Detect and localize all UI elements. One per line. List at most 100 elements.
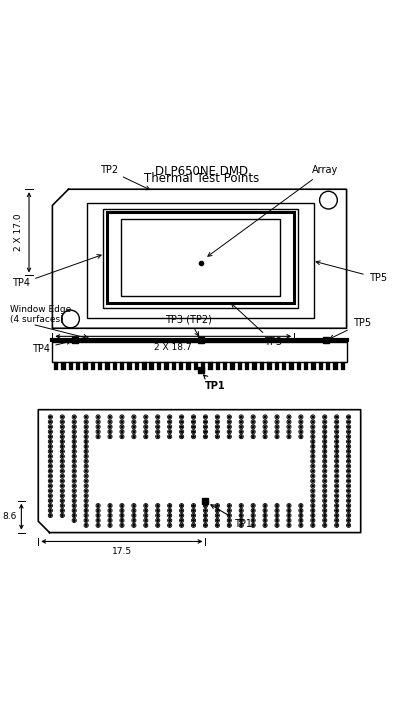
Circle shape <box>50 510 51 511</box>
Circle shape <box>300 421 302 423</box>
Circle shape <box>229 515 230 516</box>
Circle shape <box>50 485 51 487</box>
Bar <box>83 361 88 370</box>
Circle shape <box>157 524 159 526</box>
Circle shape <box>205 416 206 418</box>
Circle shape <box>193 416 194 418</box>
Circle shape <box>50 480 51 482</box>
Bar <box>113 361 117 370</box>
Circle shape <box>324 495 326 497</box>
Circle shape <box>312 416 314 418</box>
Circle shape <box>216 520 218 521</box>
Circle shape <box>264 416 266 418</box>
Circle shape <box>312 500 314 502</box>
Bar <box>142 361 147 370</box>
Circle shape <box>336 495 338 497</box>
Circle shape <box>61 431 63 432</box>
Bar <box>193 361 198 370</box>
Circle shape <box>229 431 230 432</box>
Circle shape <box>288 515 290 516</box>
Circle shape <box>85 490 87 492</box>
Circle shape <box>324 431 326 432</box>
Circle shape <box>157 421 159 423</box>
Circle shape <box>312 465 314 467</box>
Circle shape <box>193 524 194 526</box>
Circle shape <box>109 505 111 506</box>
Circle shape <box>109 421 111 423</box>
Circle shape <box>85 495 87 497</box>
Circle shape <box>145 505 147 506</box>
Circle shape <box>348 421 349 423</box>
Circle shape <box>133 421 135 423</box>
Circle shape <box>133 416 135 418</box>
Circle shape <box>336 446 338 447</box>
Circle shape <box>348 480 349 482</box>
Circle shape <box>312 441 314 442</box>
Circle shape <box>336 470 338 472</box>
Circle shape <box>229 524 230 526</box>
Circle shape <box>121 505 123 506</box>
Bar <box>87 204 314 318</box>
Circle shape <box>300 524 302 526</box>
Circle shape <box>73 426 75 427</box>
Circle shape <box>216 421 218 423</box>
Circle shape <box>169 505 170 506</box>
Circle shape <box>348 416 349 418</box>
Circle shape <box>348 524 349 526</box>
Circle shape <box>276 431 278 432</box>
Circle shape <box>85 510 87 511</box>
Circle shape <box>145 431 147 432</box>
Circle shape <box>264 431 266 432</box>
Circle shape <box>288 510 290 511</box>
Circle shape <box>50 446 51 447</box>
Circle shape <box>50 436 51 437</box>
Circle shape <box>348 495 349 497</box>
Circle shape <box>121 416 123 418</box>
Text: TP4: TP4 <box>32 341 71 353</box>
Circle shape <box>181 436 183 437</box>
Circle shape <box>276 505 278 506</box>
Circle shape <box>121 436 123 437</box>
Circle shape <box>288 524 290 526</box>
Circle shape <box>97 436 99 437</box>
Circle shape <box>336 490 338 492</box>
Circle shape <box>312 524 314 526</box>
Circle shape <box>157 505 159 506</box>
Circle shape <box>300 431 302 432</box>
Text: 8.6: 8.6 <box>2 512 17 521</box>
Circle shape <box>205 421 206 423</box>
Circle shape <box>85 505 87 506</box>
Bar <box>231 361 235 370</box>
Bar <box>311 361 316 370</box>
Circle shape <box>61 455 63 457</box>
Circle shape <box>85 465 87 467</box>
Bar <box>135 361 139 370</box>
Circle shape <box>133 520 135 521</box>
Bar <box>341 361 345 370</box>
Circle shape <box>264 515 266 516</box>
Circle shape <box>157 510 159 511</box>
Circle shape <box>252 520 254 521</box>
Circle shape <box>312 446 314 447</box>
Circle shape <box>276 515 278 516</box>
Bar <box>172 361 176 370</box>
Circle shape <box>193 510 194 511</box>
Bar <box>157 361 161 370</box>
Circle shape <box>109 431 111 432</box>
Circle shape <box>193 421 194 423</box>
Circle shape <box>264 436 266 437</box>
Circle shape <box>97 431 99 432</box>
Circle shape <box>240 436 242 437</box>
Circle shape <box>324 441 326 442</box>
Circle shape <box>324 510 326 511</box>
Circle shape <box>85 500 87 502</box>
Circle shape <box>181 431 183 432</box>
Circle shape <box>97 524 99 526</box>
Circle shape <box>312 421 314 423</box>
Circle shape <box>324 416 326 418</box>
Text: TP1: TP1 <box>211 505 251 529</box>
Circle shape <box>145 416 147 418</box>
Bar <box>260 361 264 370</box>
Circle shape <box>216 431 218 432</box>
Circle shape <box>240 515 242 516</box>
